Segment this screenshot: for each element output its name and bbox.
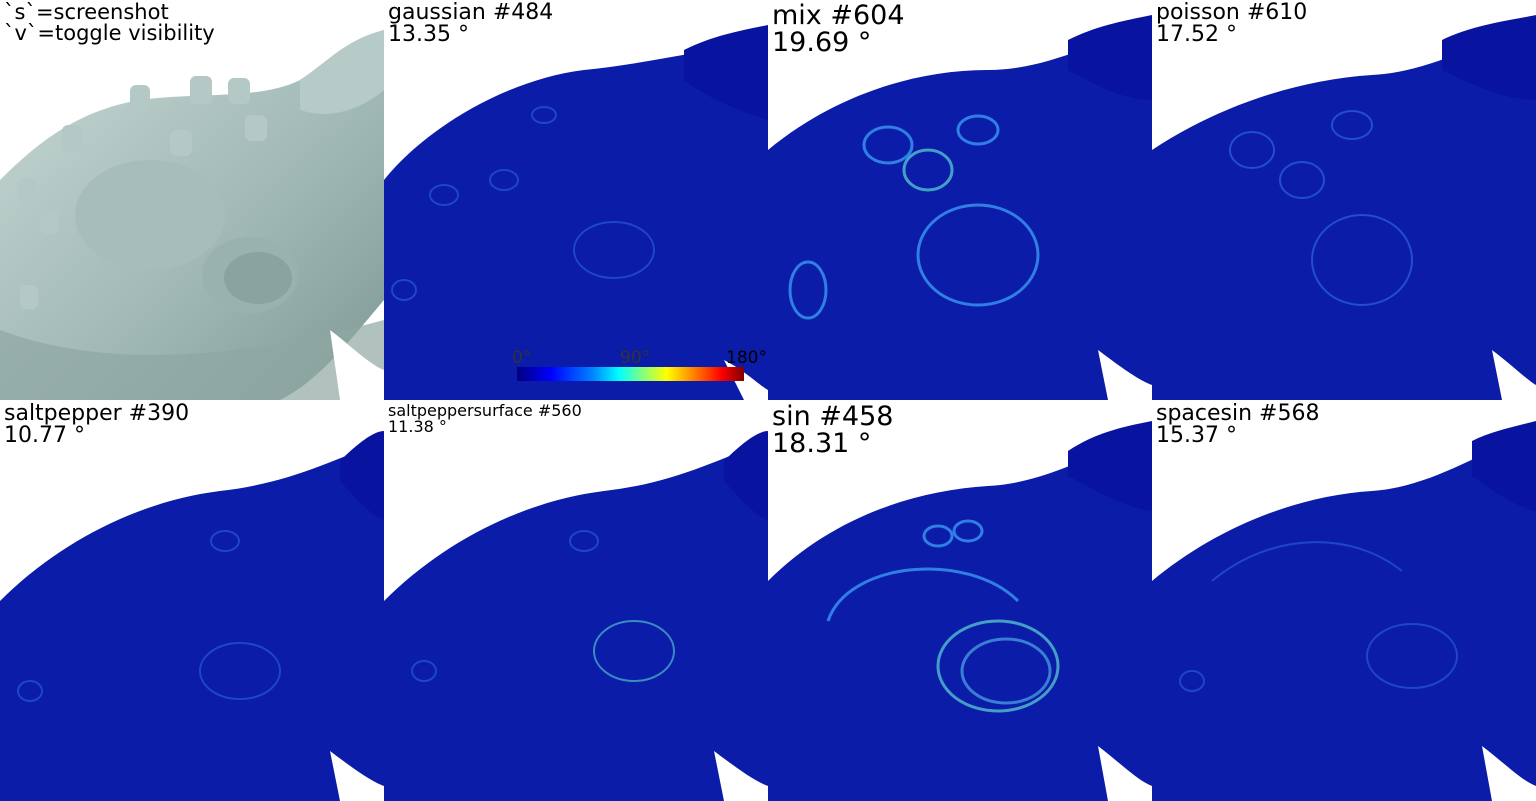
panel-title: gaussian #484 (388, 0, 554, 25)
panel-angle: 11.38 ° (388, 417, 447, 436)
panel-label: sin #458 18.31 ° (772, 403, 893, 457)
panel-label: mix #604 19.69 ° (772, 2, 905, 56)
panel-angle: 13.35 ° (388, 22, 469, 47)
reference-mesh-panel[interactable]: `s`=screenshot `v`=toggle visibility (0, 0, 384, 400)
panel-label: saltpeppersurface #560 11.38 ° (388, 403, 582, 435)
panel-angle: 17.52 ° (1156, 22, 1237, 47)
error-mesh-render (768, 421, 1152, 801)
error-mesh-render (768, 15, 1152, 400)
angle-error-colorbar (517, 367, 744, 381)
viewport-sin[interactable]: sin #458 18.31 ° (768, 401, 1152, 801)
panel-title: sin #458 (772, 401, 894, 432)
error-mesh-render (384, 431, 768, 801)
help-toggle-visibility: `v`=toggle visibility (4, 21, 215, 45)
error-mesh-render (0, 431, 384, 801)
colorbar-mid-label: 90° (620, 348, 651, 368)
colorbar-max-label: 180° (726, 348, 767, 368)
reference-mesh-render (0, 30, 384, 400)
panel-angle: 10.77 ° (4, 423, 85, 448)
panel-title: saltpeppersurface #560 (388, 401, 582, 420)
colorbar-min-label: 0° (512, 348, 532, 368)
help-screenshot: `s`=screenshot (4, 0, 169, 24)
panel-angle: 15.37 ° (1156, 423, 1237, 448)
panel-title: saltpepper #390 (4, 401, 190, 426)
error-mesh-render (384, 25, 768, 400)
panel-title: spacesin #568 (1156, 401, 1320, 426)
viewport-spacesin[interactable]: spacesin #568 15.37 ° (1152, 401, 1536, 801)
viewport-saltpepper[interactable]: saltpepper #390 10.77 ° (0, 401, 384, 801)
panel-label: gaussian #484 13.35 ° (388, 2, 553, 46)
panel-label: poisson #610 17.52 ° (1156, 2, 1307, 46)
error-mesh-render (1152, 15, 1536, 400)
panel-label: saltpepper #390 10.77 ° (4, 403, 189, 447)
viewport-gaussian[interactable]: gaussian #484 13.35 ° (384, 0, 768, 400)
error-mesh-render (1152, 421, 1536, 801)
viewport-mix[interactable]: mix #604 19.69 ° (768, 0, 1152, 400)
viewport-poisson[interactable]: poisson #610 17.52 ° (1152, 0, 1536, 400)
panel-title: mix #604 (772, 0, 905, 31)
panel-angle: 19.69 ° (772, 27, 872, 58)
panel-title: poisson #610 (1156, 0, 1308, 25)
viewport-saltpeppersurface[interactable]: saltpeppersurface #560 11.38 ° (384, 401, 768, 801)
panel-angle: 18.31 ° (772, 428, 872, 459)
keyboard-help: `s`=screenshot `v`=toggle visibility (4, 2, 215, 44)
panel-label: spacesin #568 15.37 ° (1156, 403, 1319, 447)
